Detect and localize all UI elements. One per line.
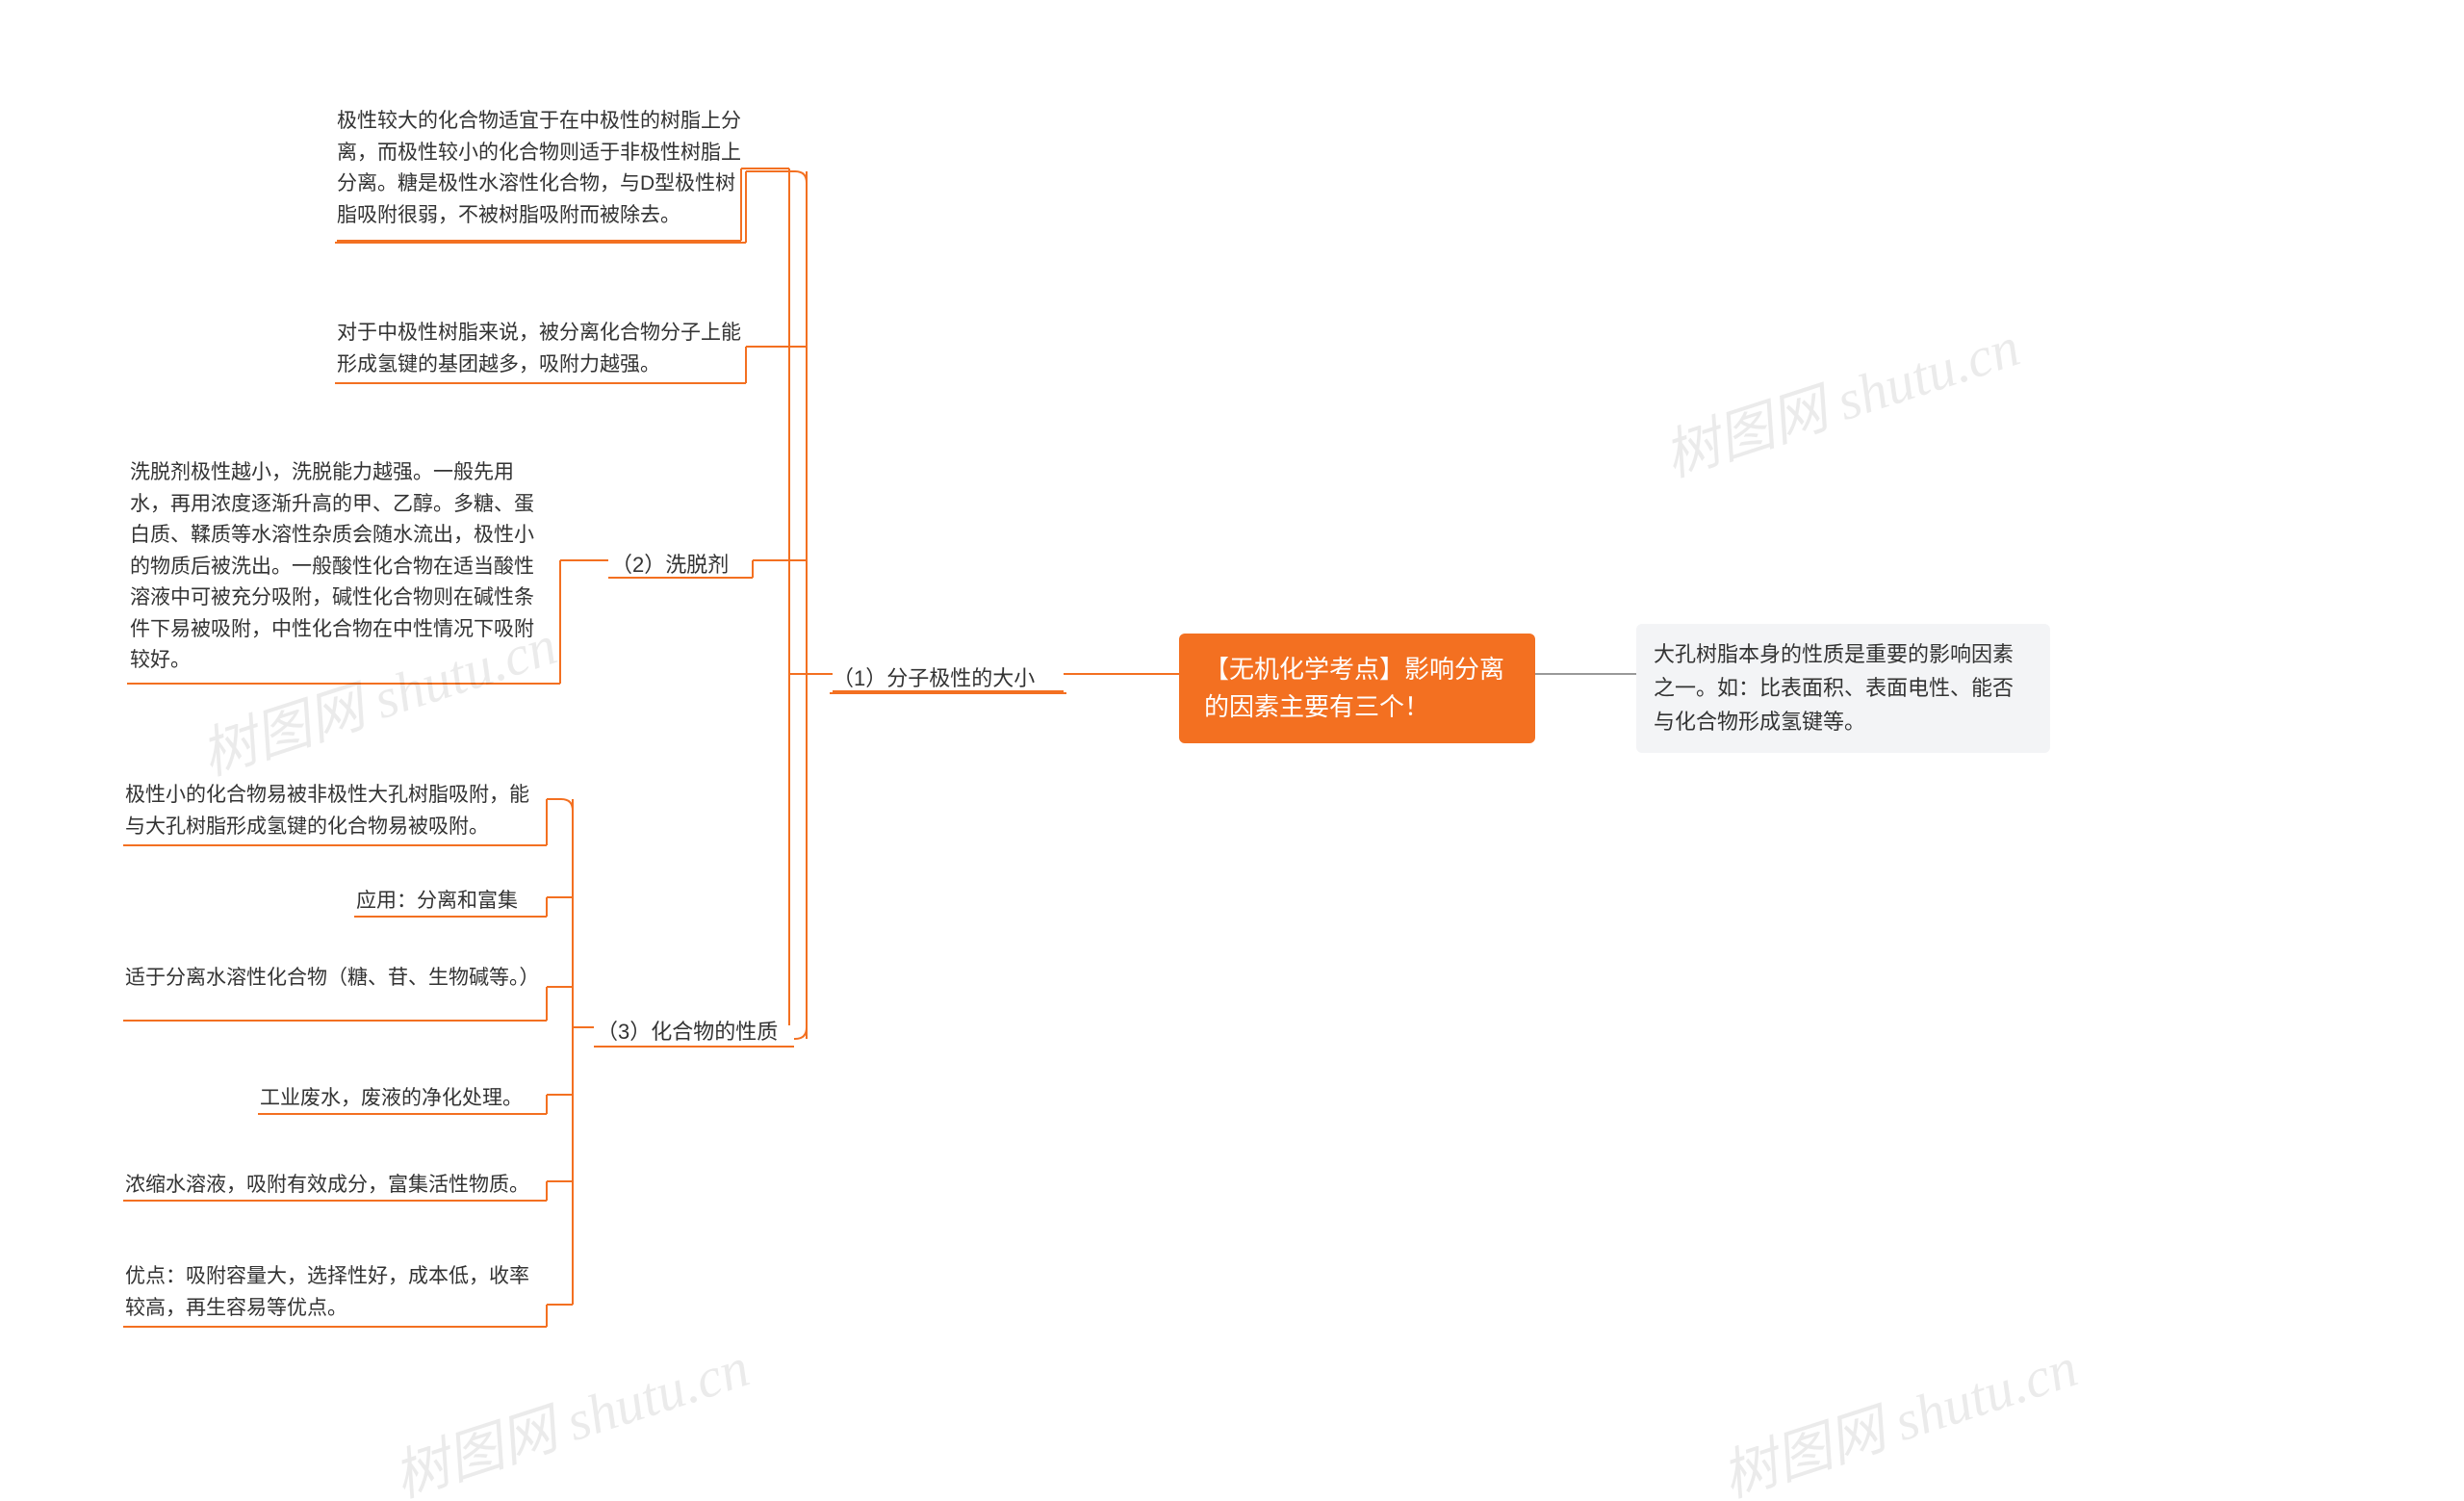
leaf-b2c1: 洗脱剂极性越小，洗脱能力越强。一般先用水，再用浓度逐渐升高的甲、乙醇。多糖、蛋白… <box>130 457 553 677</box>
watermark: 树图网 shutu.cn <box>381 1322 757 1501</box>
leaf-b3c1-text: 极性小的化合物易被非极性大孔树脂吸附，能与大孔树脂形成氢键的化合物易被吸附。 <box>125 784 529 838</box>
branch-1-label: （1）分子极性的大小 <box>833 666 1035 690</box>
leaf-b2c1-text: 洗脱剂极性越小，洗脱能力越强。一般先用水，再用浓度逐渐升高的甲、乙醇。多糖、蛋白… <box>130 461 534 671</box>
watermark-text: 树图网 shutu.cn <box>1714 1335 2085 1501</box>
right-note: 大孔树脂本身的性质是重要的影响因素之一。如：比表面积、表面电性、能否与化合物形成… <box>1636 624 2050 753</box>
branch-3-label: （3）化合物的性质 <box>597 1020 778 1044</box>
leaf-b3c4: 工业废水，废液的净化处理。 <box>260 1083 549 1115</box>
leaf-b3c4-text: 工业废水，废液的净化处理。 <box>260 1087 523 1109</box>
leaf-b1c1-text: 极性较大的化合物适宜于在中极性的树脂上分离，而极性较小的化合物则适于非极性树脂上… <box>337 110 741 226</box>
root-text: 【无机化学考点】影响分离的因素主要有三个！ <box>1204 655 1504 721</box>
branch-2-label: （2）洗脱剂 <box>611 553 729 577</box>
leaf-b3c6: 优点：吸附容量大，选择性好，成本低，收率较高，再生容易等优点。 <box>125 1261 539 1324</box>
watermark: 树图网 shutu.cn <box>1709 1322 2086 1501</box>
leaf-b3c5-text: 浓缩水溶液，吸附有效成分，富集活性物质。 <box>125 1174 529 1196</box>
leaf-b3c6-text: 优点：吸附容量大，选择性好，成本低，收率较高，再生容易等优点。 <box>125 1265 529 1319</box>
branch-3: （3）化合物的性质 <box>597 1016 789 1048</box>
leaf-b3c1: 极性小的化合物易被非极性大孔树脂吸附，能与大孔树脂形成氢键的化合物易被吸附。 <box>125 780 539 842</box>
branch-2: （2）洗脱剂 <box>611 549 746 582</box>
leaf-b3c5: 浓缩水溶液，吸附有效成分，富集活性物质。 <box>125 1170 539 1202</box>
branch-1: （1）分子极性的大小 <box>833 662 1064 695</box>
watermark: 树图网 shutu.cn <box>1652 301 2028 492</box>
leaf-b1c1: 极性较大的化合物适宜于在中极性的树脂上分离，而极性较小的化合物则适于非极性树脂上… <box>337 106 741 231</box>
right-note-text: 大孔树脂本身的性质是重要的影响因素之一。如：比表面积、表面电性、能否与化合物形成… <box>1654 642 2014 734</box>
leaf-b3c3-text: 适于分离水溶性化合物（糖、苷、生物碱等。） <box>125 967 540 989</box>
root-node: 【无机化学考点】影响分离的因素主要有三个！ <box>1179 634 1535 743</box>
leaf-b1c2-text: 对于中极性树脂来说，被分离化合物分子上能形成氢键的基团越多，吸附力越强。 <box>337 322 741 375</box>
leaf-b3c3: 适于分离水溶性化合物（糖、苷、生物碱等。） <box>125 963 539 995</box>
watermark-text: 树图网 shutu.cn <box>1656 315 2027 488</box>
watermark-text: 树图网 shutu.cn <box>386 1335 757 1501</box>
leaf-b3c2-text: 应用：分离和富集 <box>356 890 518 912</box>
leaf-b3c2: 应用：分离和富集 <box>356 886 549 918</box>
leaf-b1c2: 对于中极性树脂来说，被分离化合物分子上能形成氢键的基团越多，吸附力越强。 <box>337 318 741 380</box>
